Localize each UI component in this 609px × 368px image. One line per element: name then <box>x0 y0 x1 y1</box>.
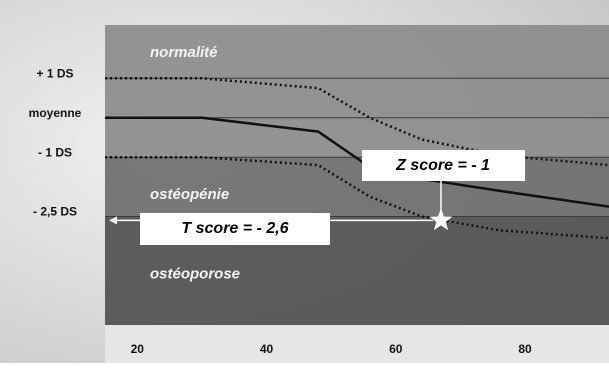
x-tick-label: 40 <box>260 342 274 356</box>
x-tick-label: 80 <box>518 342 532 356</box>
y-tick-label: + 1 DS <box>36 66 73 80</box>
zone-label: ostéopénie <box>150 186 229 203</box>
zone-label: ostéoporose <box>150 265 240 282</box>
y-tick-label: moyenne <box>29 106 82 120</box>
x-axis-band <box>105 325 609 363</box>
z-annotation: Z score = - 1 <box>395 157 490 174</box>
x-tick-label: 60 <box>389 342 403 356</box>
zone-label: normalité <box>150 44 218 61</box>
y-tick-label: - 1 DS <box>38 145 72 159</box>
x-tick-label: 20 <box>131 342 145 356</box>
chart: normalité ostéopénie ostéoporose + 1 DS moye… <box>0 0 609 363</box>
y-tick-label: - 2,5 DS <box>33 205 77 219</box>
t-annotation: T score = - 2,6 <box>181 220 288 237</box>
